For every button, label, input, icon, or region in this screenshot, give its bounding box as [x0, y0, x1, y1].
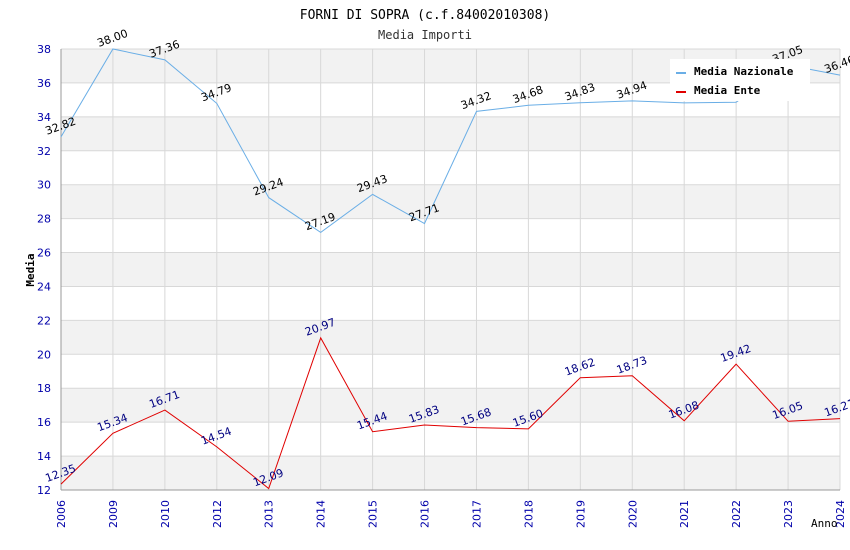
plot-band	[61, 116, 840, 151]
y-tick-label: 14	[37, 450, 51, 463]
y-tick-label: 16	[37, 416, 51, 429]
plot-band	[61, 320, 840, 355]
plot-bands	[61, 49, 840, 490]
x-tick-label: 2010	[159, 500, 172, 528]
x-tick-label: 2020	[626, 500, 639, 528]
plot-band	[61, 184, 840, 219]
x-tick-label: 2006	[55, 500, 68, 528]
legend-box	[670, 59, 810, 101]
y-tick-label: 36	[37, 77, 51, 90]
x-axis-ticks: 2006 2009 2010 2012 2013 2014 2015 2016 2017 2018…	[55, 500, 847, 528]
x-tick-label: 2022	[730, 500, 743, 528]
y-tick-label: 34	[37, 111, 51, 124]
x-tick-label: 2015	[367, 500, 380, 528]
y-tick-label: 28	[37, 213, 51, 226]
x-tick-label: 2021	[678, 500, 691, 528]
x-tick-label: 2016	[419, 500, 432, 528]
gridlines	[60, 48, 841, 491]
x-tick-label: 2023	[782, 500, 795, 528]
x-tick-label: 2019	[574, 500, 587, 528]
y-tick-label: 24	[37, 280, 51, 293]
chart-subtitle: Media Importi	[378, 28, 472, 42]
chart-title: FORNI DI SOPRA (c.f.84002010308)	[300, 8, 550, 23]
y-tick-label: 20	[37, 348, 51, 361]
x-tick-label: 2013	[263, 500, 276, 528]
x-tick-label: 2018	[522, 500, 535, 528]
y-tick-label: 18	[37, 382, 51, 395]
data-label: 38.00	[96, 27, 130, 50]
x-tick-label: 2017	[470, 500, 483, 528]
plot-band	[61, 252, 840, 287]
y-tick-label: 22	[37, 314, 51, 327]
y-tick-label: 12	[37, 484, 51, 497]
series-line-ente	[60, 336, 841, 490]
y-axis-ticks: 12 14 16 18 20 22 24 26 28 30 32 34 36 38	[37, 43, 51, 497]
plot-band	[61, 456, 840, 490]
legend-label-ente: Media Ente	[694, 84, 761, 97]
legend: Media Nazionale Media Ente	[670, 59, 810, 101]
y-axis-label: Media	[24, 253, 37, 286]
y-tick-label: 38	[37, 43, 51, 56]
y-tick-label: 30	[37, 179, 51, 192]
series-lines	[60, 48, 841, 490]
y-tick-label: 32	[37, 145, 51, 158]
y-tick-label: 26	[37, 247, 51, 260]
legend-label-nazionale: Media Nazionale	[694, 65, 794, 78]
x-tick-label: 2012	[211, 500, 224, 528]
x-tick-label: 2024	[834, 500, 847, 528]
x-tick-label: 2014	[315, 500, 328, 528]
x-axis-label: Anno	[811, 517, 838, 530]
series-line-nazionale	[60, 48, 841, 234]
x-tick-label: 2009	[107, 500, 120, 528]
plot-band	[61, 388, 840, 423]
